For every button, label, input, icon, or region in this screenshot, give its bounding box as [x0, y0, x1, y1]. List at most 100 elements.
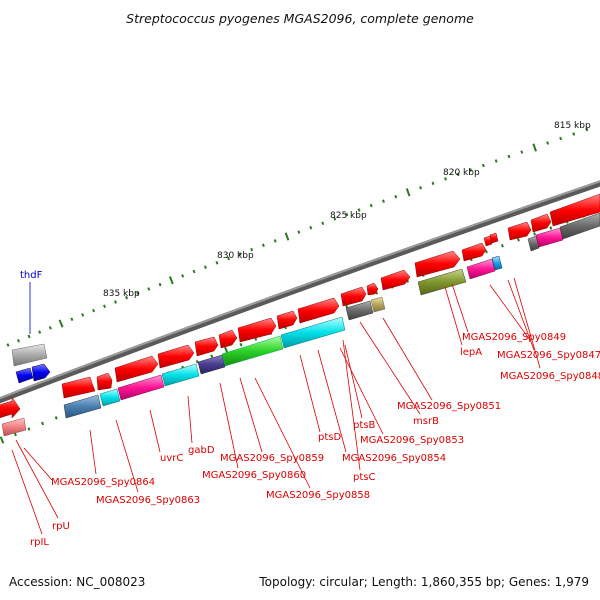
- scale-minor-tick: [227, 256, 230, 261]
- scale-minor-tick: [520, 150, 524, 154]
- leader-line: [513, 277, 541, 369]
- gene-block: [280, 316, 346, 349]
- inner-minor-tick: [484, 249, 488, 254]
- scale-minor-tick: [394, 194, 398, 199]
- scale-minor-tick: [419, 186, 422, 190]
- accession-text: Accession: NC_008023: [9, 575, 145, 589]
- gene-arrow: [483, 235, 493, 247]
- map-title: Streptococcus pyogenes MGAS2096, complet…: [126, 11, 474, 26]
- gene-arrow: [157, 344, 195, 369]
- leader-line: [339, 347, 384, 435]
- gene-arrow: [340, 286, 367, 307]
- gene-arrow: [414, 250, 461, 278]
- gene-label-spy0851: MGAS2096_Spy0851: [397, 401, 501, 412]
- scale-label-815: 815 kbp: [554, 121, 591, 131]
- scale-minor-tick: [297, 230, 301, 234]
- scale-minor-tick: [136, 291, 140, 296]
- scale-minor-tick: [469, 168, 473, 172]
- inner-minor-tick: [239, 342, 243, 347]
- gene-label-ptsb: ptsB: [353, 420, 375, 431]
- scale-minor-tick: [456, 172, 460, 177]
- inner-major-tick: [0, 436, 5, 444]
- scale-minor-tick: [125, 295, 129, 300]
- scale-minor-tick: [114, 300, 117, 304]
- gene-block: [559, 212, 600, 240]
- scale-minor-tick: [147, 287, 151, 291]
- scale-label-825: 825 kbp: [330, 211, 367, 221]
- gene-label-spy0854: MGAS2096_Spy0854: [342, 453, 446, 464]
- gene-block: [161, 363, 200, 387]
- gene-block: [63, 394, 102, 419]
- scale-minor-tick: [81, 313, 85, 317]
- scale-major-tick: [58, 319, 64, 328]
- scale-minor-tick: [261, 243, 265, 248]
- leader-line: [317, 349, 347, 453]
- gene-label-uvrc: uvrC: [160, 453, 183, 464]
- leader-line: [359, 321, 421, 415]
- scale-minor-tick: [250, 247, 254, 252]
- gene-arrow: [549, 193, 600, 227]
- gene-label-thdf: thdF: [20, 270, 43, 281]
- gene-block: [1, 417, 27, 437]
- gene-arrow: [276, 310, 298, 330]
- scale-minor-tick: [444, 177, 447, 181]
- scale-minor-tick: [203, 265, 207, 269]
- gene-label-spy0864: MGAS2096_Spy0864: [51, 477, 155, 488]
- leader-line: [299, 354, 321, 433]
- inner-minor-tick: [27, 427, 31, 431]
- scale-minor-tick: [507, 154, 511, 159]
- gene-arrow: [461, 242, 487, 262]
- gene-arrow: [380, 269, 411, 291]
- scale-minor-tick: [215, 261, 219, 265]
- gene-label-rpil: rpIL: [30, 537, 49, 548]
- inner-minor-tick: [13, 432, 17, 437]
- gene-block: [99, 388, 121, 407]
- leader-line: [187, 395, 193, 444]
- leader-line: [382, 317, 433, 401]
- gene-label-spy0848: MGAS2096_Spy0848: [500, 371, 600, 382]
- gene-block: [466, 258, 496, 280]
- gene-block: [197, 354, 226, 375]
- inner-minor-tick: [41, 421, 45, 426]
- scale-label-830: 830 kbp: [217, 251, 254, 261]
- leader-line: [344, 344, 363, 419]
- scale-label-820: 820 kbp: [443, 168, 480, 178]
- scale-minor-tick: [103, 304, 107, 309]
- leader-line: [115, 419, 139, 493]
- gene-label-rpu: rpU: [52, 521, 70, 532]
- scale-minor-tick: [382, 199, 385, 203]
- scale-minor-tick: [585, 127, 589, 132]
- gene-block: [370, 296, 386, 313]
- scale-minor-tick: [559, 136, 563, 141]
- leader-line: [254, 377, 311, 489]
- leader-line: [15, 439, 59, 519]
- inner-minor-tick: [54, 416, 58, 420]
- gene-arrow: [114, 355, 159, 383]
- gene-label-spy0860: MGAS2096_Spy0860: [202, 470, 306, 481]
- scale-minor-tick: [273, 239, 277, 243]
- gene-label-lepa: lepA: [460, 347, 482, 358]
- scale-minor-tick: [158, 282, 162, 287]
- gene-arrow: [194, 336, 219, 357]
- gene-block: [11, 343, 48, 367]
- scale-minor-tick: [357, 208, 361, 212]
- scale-minor-tick: [481, 163, 485, 168]
- leader-line: [11, 449, 43, 535]
- gene-label-spy0858: MGAS2096_Spy0858: [266, 490, 370, 501]
- gene-label-spy0847: MGAS2096_Spy0847: [497, 350, 600, 361]
- gene-block: [221, 335, 284, 367]
- scale-minor-tick: [494, 159, 498, 163]
- gene-arrow: [0, 396, 21, 419]
- gene-label-spy0849: MGAS2096_Spy0849: [462, 332, 566, 343]
- scale-minor-tick: [70, 317, 74, 321]
- gene-arrow: [489, 232, 499, 244]
- scale-minor-tick: [6, 343, 10, 347]
- gene-label-spy0859: MGAS2096_Spy0859: [220, 453, 324, 464]
- gene-block: [491, 255, 503, 271]
- inner-minor-tick: [549, 226, 553, 230]
- leader-line: [489, 284, 531, 341]
- scale-minor-tick: [431, 181, 435, 186]
- scale-minor-tick: [572, 132, 576, 136]
- gene-block: [417, 268, 467, 296]
